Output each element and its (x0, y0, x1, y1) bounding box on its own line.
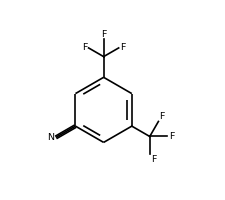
Text: N: N (47, 133, 54, 142)
Text: F: F (101, 30, 106, 39)
Text: F: F (169, 132, 174, 141)
Text: F: F (151, 155, 156, 164)
Text: F: F (120, 43, 126, 52)
Text: F: F (160, 112, 165, 121)
Text: F: F (82, 43, 87, 52)
